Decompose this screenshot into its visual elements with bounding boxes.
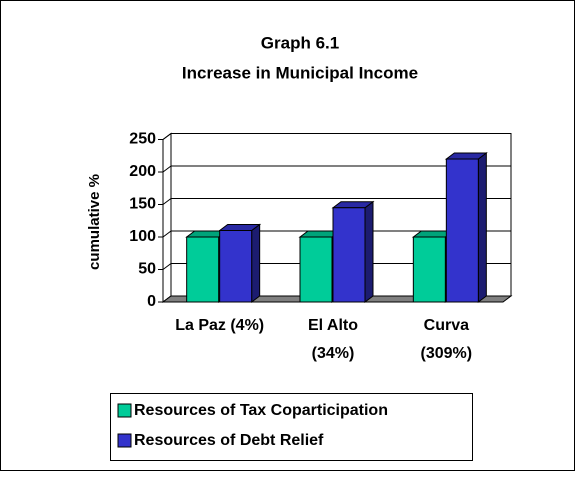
y-axis-label: cumulative %	[86, 174, 103, 270]
legend-box	[110, 393, 473, 461]
bar-side	[251, 223, 261, 304]
bar	[445, 158, 479, 303]
x-tick-label: La Paz (4%)	[175, 317, 264, 334]
y-tick-label: 250	[129, 131, 156, 148]
legend-label: Resources of Debt Relief	[134, 432, 324, 449]
grid-line-side	[162, 198, 172, 205]
legend-swatch	[117, 403, 132, 418]
grid-line-side	[162, 133, 172, 140]
side-wall	[162, 132, 172, 303]
y-tick-label: 50	[138, 261, 156, 278]
x-tick-label: El Alto (34%)	[308, 317, 358, 362]
bar-side	[364, 200, 374, 303]
bar-side	[477, 152, 487, 303]
x-tick-label: Curva (309%)	[421, 317, 473, 362]
bar	[332, 207, 366, 303]
y-tick-label: 200	[129, 163, 156, 180]
grid-line-side	[162, 230, 172, 238]
y-tick-label: 150	[129, 196, 156, 213]
y-tick-label: 0	[147, 293, 156, 310]
chart-subtitle: Increase in Municipal Income	[182, 63, 418, 82]
chart-title: Graph 6.1	[261, 33, 339, 52]
bar	[299, 236, 333, 303]
legend-label: Resources of Tax Coparticipation	[134, 402, 388, 419]
bar	[186, 236, 220, 303]
grid-line-side	[162, 263, 172, 270]
bar-top	[444, 152, 488, 160]
grid-line-side	[162, 165, 172, 173]
bar	[219, 230, 253, 303]
y-tick-label: 100	[129, 228, 156, 245]
bar-top	[331, 201, 375, 209]
bar	[412, 236, 446, 303]
legend-swatch	[117, 433, 132, 448]
bar-top	[218, 224, 262, 231]
